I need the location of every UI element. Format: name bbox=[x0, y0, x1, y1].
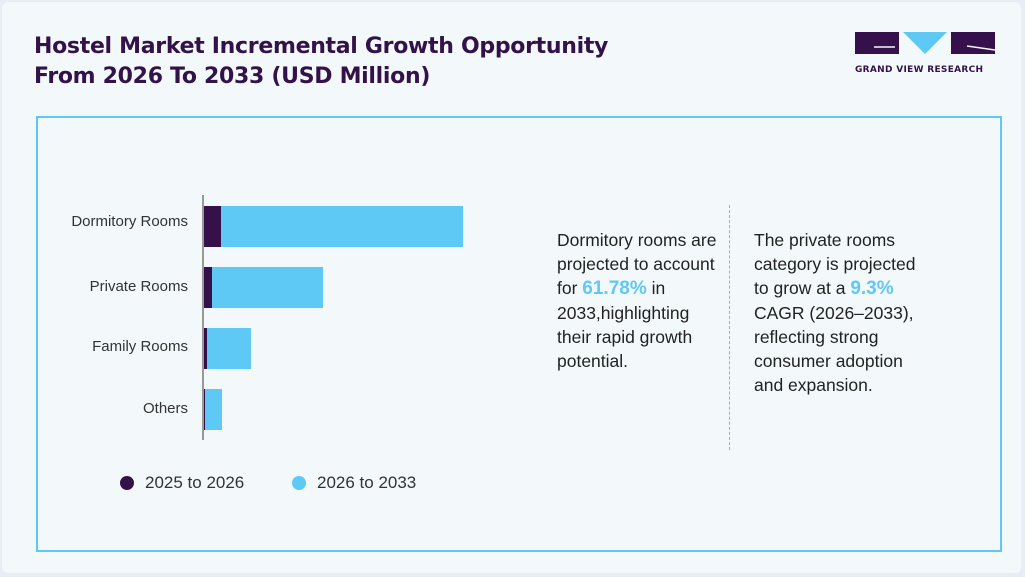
note-text: in 2033,highlighting their rapid growth … bbox=[557, 278, 693, 371]
grand-view-research-logo: GRAND VIEW RESEARCH bbox=[855, 32, 997, 75]
logo-text: GRAND VIEW RESEARCH bbox=[855, 65, 984, 75]
highlight-value: 9.3% bbox=[850, 278, 894, 299]
page-title: Hostel Market Incremental Growth Opportu… bbox=[34, 32, 608, 92]
note-text: The private rooms category is projected … bbox=[754, 230, 916, 298]
title-line-1: Hostel Market Incremental Growth Opportu… bbox=[34, 34, 609, 59]
bar-family-rooms-series-0 bbox=[203, 328, 207, 369]
private-rooms-note: The private rooms category is projected … bbox=[754, 228, 934, 397]
note-text: Dormitory rooms are projected to account… bbox=[557, 230, 717, 298]
legend-label: 2025 to 2026 bbox=[145, 473, 245, 492]
legend-item-2026-2033: 2026 to 2033 bbox=[292, 473, 416, 493]
dormitory-note: Dormitory rooms are projected to account… bbox=[557, 228, 722, 373]
legend-swatch bbox=[120, 476, 134, 490]
category-label: Dormitory Rooms bbox=[71, 213, 188, 230]
highlight-value: 61.78% bbox=[582, 278, 647, 299]
bar-private-rooms-series-0 bbox=[203, 267, 212, 308]
bar-others-series-1 bbox=[205, 389, 222, 430]
content-panel bbox=[36, 116, 1002, 552]
divider bbox=[729, 205, 730, 450]
bar-others-series-0 bbox=[203, 389, 205, 430]
logo-mark-icon bbox=[855, 32, 996, 54]
bar-family-rooms-series-1 bbox=[207, 328, 251, 369]
title-line-2: From 2026 To 2033 (USD Million) bbox=[34, 64, 431, 89]
category-label: Others bbox=[142, 400, 188, 417]
category-label: Family Rooms bbox=[92, 338, 188, 355]
category-axis bbox=[202, 195, 204, 440]
bar-private-rooms-series-1 bbox=[212, 267, 323, 308]
legend-label: 2026 to 2033 bbox=[317, 473, 417, 492]
bar-dormitory-rooms-series-0 bbox=[203, 206, 221, 247]
category-label: Private Rooms bbox=[89, 278, 188, 295]
bar-dormitory-rooms-series-1 bbox=[221, 206, 463, 247]
legend-swatch bbox=[292, 476, 306, 490]
legend-item-2025-2026: 2025 to 2026 bbox=[120, 473, 244, 493]
note-text: CAGR (2026–2033), reflecting strong cons… bbox=[754, 303, 914, 395]
